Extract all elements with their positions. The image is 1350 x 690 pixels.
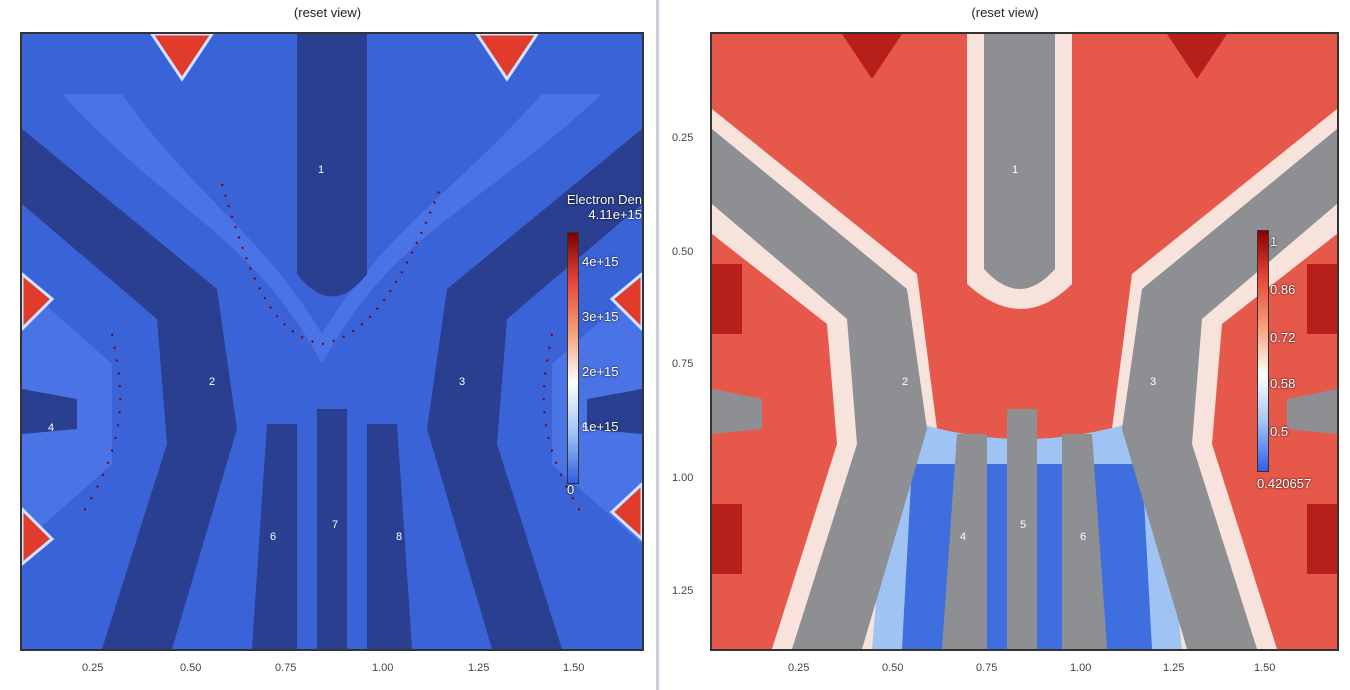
x-tick-label: 0.75	[275, 662, 297, 674]
x-tick-label: 1.50	[1254, 662, 1276, 674]
x-tick-label: 1.00	[1070, 662, 1092, 674]
x-tick-label: 1.25	[1163, 662, 1185, 674]
colorbar-label: 0.420657	[1257, 476, 1312, 491]
reset-view-button-left[interactable]: (reset view)	[293, 5, 362, 20]
gate-marker: 1	[1012, 164, 1019, 176]
x-tick-label: 1.50	[563, 662, 585, 674]
colorbar-label: 0.5	[1270, 424, 1289, 439]
colorbar-label: 4e+15	[582, 254, 619, 269]
gate-marker: 7	[332, 519, 339, 531]
gate-marker: 6	[1080, 531, 1087, 543]
x-tick-label: 0.25	[82, 662, 104, 674]
colorbar-label: 0.86	[1270, 282, 1296, 297]
y-tick-label: 1.00	[672, 472, 694, 484]
gate-marker: 5	[582, 422, 589, 434]
heatmap-left	[22, 34, 642, 649]
y-tick-label: 0.25	[672, 132, 694, 144]
colorbar-label: 1e+15	[582, 419, 619, 434]
x-tick-label: 0.50	[882, 662, 904, 674]
colorbar-label: 0.72	[1270, 330, 1296, 345]
gate-marker: 4	[960, 531, 967, 543]
panel-divider[interactable]	[656, 0, 659, 690]
heatmap-plot-area-left[interactable]: 1 2 3 4 5 6 7 8 Electron Den 4.11e+15 4e…	[20, 32, 644, 651]
reset-view-button-right[interactable]: (reset view)	[971, 5, 1039, 20]
x-tick-label: 0.50	[180, 662, 202, 674]
gate-marker: 6	[270, 531, 277, 543]
colorbar-left	[567, 232, 579, 484]
y-tick-label: 0.75	[672, 358, 694, 370]
colorbar-title-line: Electron Den	[566, 192, 642, 207]
colorbar-label: 3e+15	[582, 309, 619, 324]
x-tick-label: 1.00	[372, 662, 394, 674]
colorbar-title-line: 4.11e+15	[588, 207, 642, 222]
colorbar-title: Electron Den 4.11e+15	[567, 192, 642, 222]
gate-marker: 5	[1020, 519, 1027, 531]
gate-marker: 2	[902, 376, 909, 388]
gate-marker: 8	[396, 531, 403, 543]
left-plot-panel: (reset view)	[0, 0, 655, 690]
heatmap-plot-area-right[interactable]: 1 2 3 4 5 6 1 0.86 0.72 0.58 0.5 0.42065…	[710, 32, 1339, 651]
colorbar-label: 1	[1270, 234, 1278, 249]
gate-marker: 4	[48, 422, 55, 434]
y-tick-label: 1.25	[672, 585, 694, 597]
x-tick-label: 0.75	[976, 662, 998, 674]
heatmap-right	[712, 34, 1337, 649]
right-plot-panel: (reset view) 1	[660, 0, 1350, 690]
colorbar-label: 2e+15	[582, 364, 619, 379]
gate-marker: 3	[459, 376, 466, 388]
gate-marker: 3	[1150, 376, 1157, 388]
colorbar-right	[1257, 230, 1269, 472]
colorbar-label: 0	[567, 482, 575, 497]
x-tick-label: 1.25	[468, 662, 490, 674]
gate-marker: 1	[318, 164, 325, 176]
x-tick-label: 0.25	[788, 662, 810, 674]
colorbar-label: 0.58	[1270, 376, 1296, 391]
gate-marker: 2	[209, 376, 216, 388]
y-tick-label: 0.50	[672, 246, 694, 258]
